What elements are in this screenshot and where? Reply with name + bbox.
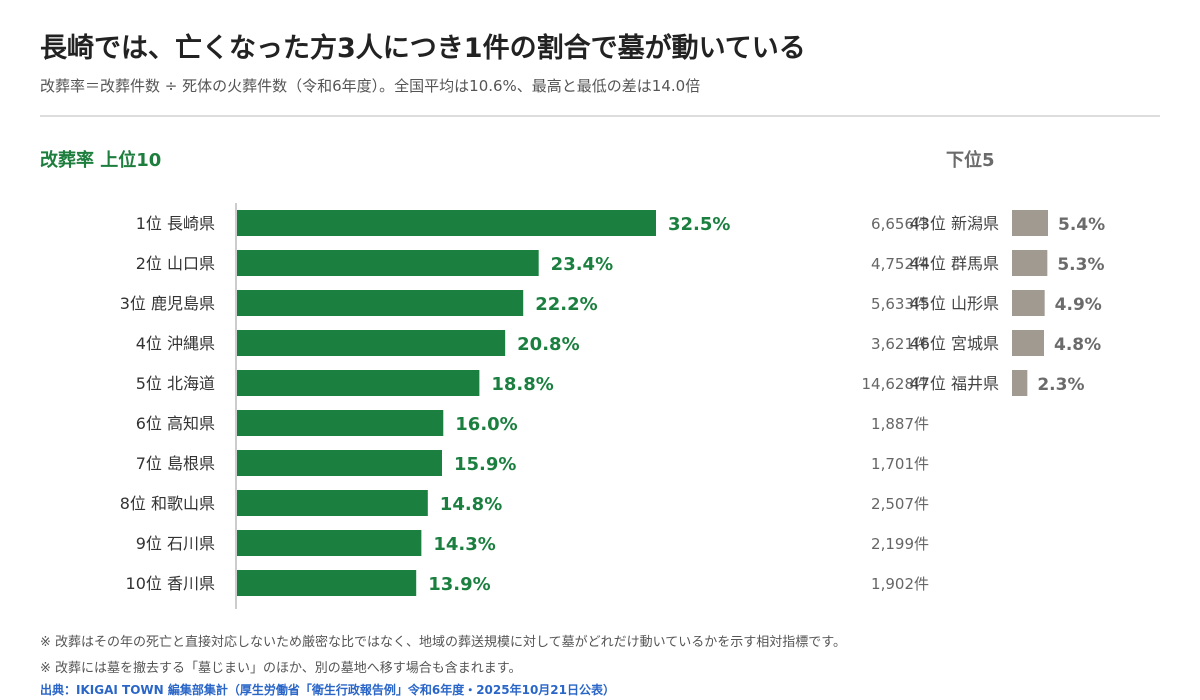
source-line: 出典：IKIGAI TOWN 編集部集計（厚生労働省「衛生行政報告例」令和6年度… — [40, 683, 616, 697]
top10-value-label: 15.9% — [454, 454, 516, 475]
bottom5-value-label: 2.3% — [1037, 375, 1084, 395]
bottom5-category-label: 44位 群馬県 — [910, 254, 999, 273]
bottom5-value-label: 5.3% — [1057, 255, 1104, 275]
top10-value-label: 13.9% — [428, 574, 490, 595]
top10-bar — [237, 450, 442, 476]
bottom5-bar — [1012, 210, 1048, 236]
top10-bar — [237, 370, 480, 396]
top10-count-label: 4,752件 — [871, 255, 929, 273]
top10-bars: 1位 長崎県 32.5% 6,656件 2位 山口県 23.4% 4,752件 3位 鹿児島… — [120, 210, 929, 596]
bottom5-bar — [1012, 330, 1044, 356]
top10-bar — [237, 250, 539, 276]
top10-bar — [237, 210, 656, 236]
header-divider — [40, 115, 1160, 117]
bottom5-heading: 下位5 — [946, 150, 995, 171]
top10-count-label: 2,507件 — [871, 495, 929, 513]
bottom5-bars: 43位 新潟県 5.4% 44位 群馬県 5.3% 45位 山形県 4.9% 46位 宮城県… — [910, 210, 1105, 396]
top10-value-label: 32.5% — [668, 214, 730, 235]
footnote-2: ※ 改葬には墓を撤去する「墓じまい」のほか、別の墓地へ移す場合も含まれます。 — [40, 661, 522, 676]
top10-value-label: 14.3% — [433, 534, 495, 555]
top10-value-label: 20.8% — [517, 334, 579, 355]
top10-value-label: 23.4% — [551, 254, 613, 275]
top10-bar — [237, 330, 506, 356]
top10-count-label: 2,199件 — [871, 535, 929, 553]
top10-count-label: 6,656件 — [871, 215, 929, 233]
bottom5-category-label: 47位 福井県 — [910, 374, 999, 393]
top10-bar — [237, 530, 422, 556]
bottom5-category-label: 43位 新潟県 — [910, 214, 999, 233]
top10-count-label: 1,887件 — [871, 415, 929, 433]
top10-heading: 改葬率 上位10 — [40, 150, 162, 171]
top10-category-label: 10位 香川県 — [126, 574, 215, 593]
top10-category-label: 1位 長崎県 — [136, 214, 215, 233]
top10-count-label: 1,701件 — [871, 455, 929, 473]
top10-category-label: 6位 高知県 — [136, 414, 215, 433]
top10-bar — [237, 570, 417, 596]
top10-category-label: 7位 島根県 — [136, 454, 215, 473]
top10-bar — [237, 290, 524, 316]
top10-category-label: 4位 沖縄県 — [136, 334, 215, 353]
bottom5-value-label: 5.4% — [1058, 215, 1105, 235]
page-subtitle: 改葬率＝改葬件数 ÷ 死体の火葬件数（令和6年度）。全国平均は10.6%、最高と… — [40, 77, 701, 95]
top10-value-label: 22.2% — [535, 294, 597, 315]
top10-count-label: 1,902件 — [871, 575, 929, 593]
bottom5-value-label: 4.8% — [1054, 335, 1101, 355]
top10-value-label: 14.8% — [440, 494, 502, 515]
top10-count-label: 14,628件 — [862, 375, 930, 393]
bottom5-bar — [1012, 250, 1048, 276]
top10-bar — [237, 490, 428, 516]
top10-count-label: 3,621件 — [871, 335, 929, 353]
top10-value-label: 16.0% — [455, 414, 517, 435]
top10-category-label: 2位 山口県 — [136, 254, 215, 273]
bottom5-category-label: 45位 山形県 — [910, 294, 999, 313]
bottom5-bar — [1012, 290, 1045, 316]
bottom5-value-label: 4.9% — [1055, 295, 1102, 315]
page-title: 長崎では、亡くなった方3人につき1件の割合で墓が動いている — [40, 33, 806, 64]
bottom5-bar — [1012, 370, 1028, 396]
top10-category-label: 5位 北海道 — [136, 374, 215, 393]
top10-category-label: 9位 石川県 — [136, 534, 215, 553]
top10-count-label: 5,633件 — [871, 295, 929, 313]
bottom5-category-label: 46位 宮城県 — [910, 334, 999, 353]
top10-value-label: 18.8% — [491, 374, 553, 395]
top10-category-label: 3位 鹿児島県 — [120, 294, 215, 313]
top10-category-label: 8位 和歌山県 — [120, 494, 215, 513]
top10-bar — [237, 410, 444, 436]
footnote-1: ※ 改葬はその年の死亡と直接対応しないため厳密な比ではなく、地域の葬送規模に対し… — [40, 635, 846, 650]
